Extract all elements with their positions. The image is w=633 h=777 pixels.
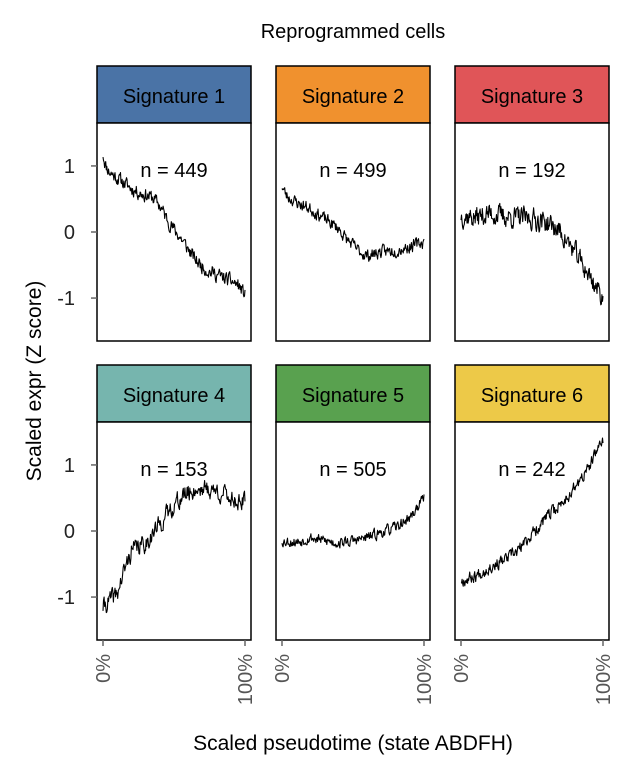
- series-line: [281, 494, 425, 549]
- facet-strip: [454, 65, 610, 124]
- facet-strip: [275, 65, 431, 124]
- n-count-label: n = 153: [140, 459, 207, 481]
- x-tick-label: 100%: [593, 654, 615, 705]
- facet-panel: Signature 3 n = 192: [454, 65, 610, 342]
- n-count-label: n = 499: [319, 160, 386, 182]
- series-line: [102, 157, 246, 298]
- n-count-label: n = 449: [140, 160, 207, 182]
- facet-strip-label: Signature 6: [481, 385, 583, 407]
- series-line: [460, 437, 604, 587]
- facet-strip: [454, 364, 610, 423]
- plot-panel: [454, 122, 610, 342]
- y-tick-label: -1: [57, 587, 75, 609]
- facet-panel: Signature 5 n = 505: [275, 364, 431, 641]
- plot-panel: [96, 421, 252, 641]
- n-count-label: n = 192: [498, 160, 565, 182]
- y-tick-label: 1: [64, 156, 75, 178]
- series-line: [281, 187, 425, 262]
- y-tick-label: -1: [57, 288, 75, 310]
- y-tick-label: 0: [64, 521, 75, 543]
- plot-panel: [275, 421, 431, 641]
- n-count-label: n = 505: [319, 459, 386, 481]
- plot-panel: [96, 122, 252, 342]
- x-axes: 0% 100% 0% 100% 0% 100%: [93, 640, 615, 705]
- facet-strip-label: Signature 2: [302, 86, 404, 108]
- facet-panel: Signature 1 n = 449: [96, 65, 252, 342]
- facet-panel: Signature 2 n = 499: [275, 65, 431, 342]
- facet-strip: [275, 364, 431, 423]
- facet-panel: Signature 4 n = 153: [96, 364, 252, 641]
- facet-strip-label: Signature 3: [481, 86, 583, 108]
- x-tick-label: 100%: [414, 654, 436, 705]
- x-tick-label: 100%: [235, 654, 257, 705]
- facet-panel: Signature 6 n = 242: [454, 364, 610, 641]
- chart-title: Reprogrammed cells: [261, 21, 446, 43]
- y-axes: 1 0 -1 1 0 -1: [57, 156, 97, 609]
- y-axis-label: Scaled expr (Z score): [23, 281, 46, 482]
- facet-strip: [96, 65, 252, 124]
- n-count-label: n = 242: [498, 459, 565, 481]
- facet-strip-label: Signature 4: [123, 385, 225, 407]
- plot-panel: [275, 122, 431, 342]
- y-tick-label: 1: [64, 455, 75, 477]
- series-line: [102, 479, 246, 614]
- facet-strip-label: Signature 1: [123, 86, 225, 108]
- x-tick-label: 0%: [451, 654, 473, 683]
- x-axis-label: Scaled pseudotime (state ABDFH): [193, 732, 513, 755]
- facet-strip-label: Signature 5: [302, 385, 404, 407]
- x-tick-label: 0%: [272, 654, 294, 683]
- series-line: [460, 202, 604, 306]
- x-tick-label: 0%: [93, 654, 115, 683]
- y-tick-label: 0: [64, 222, 75, 244]
